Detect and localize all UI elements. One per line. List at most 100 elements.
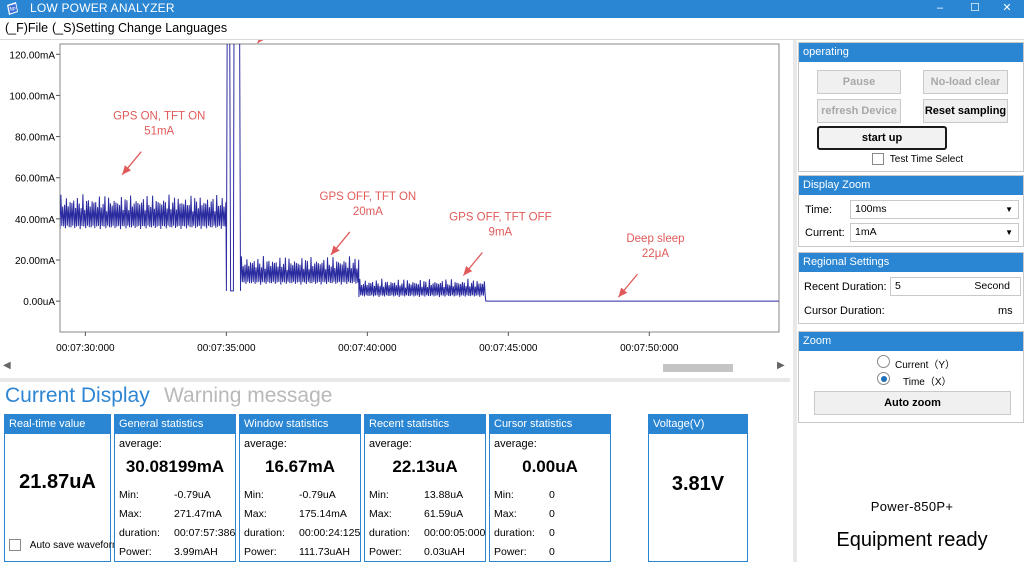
current-waveform-line <box>60 44 779 302</box>
annotation-label: GPS OFF, TFT OFF <box>449 212 551 224</box>
y-tick-label: 40.00mA <box>15 215 55 226</box>
cursor-duration-label: duration: <box>494 527 535 539</box>
cursor-min-label: Min: <box>494 489 514 501</box>
annotation-label: Deep sleep <box>626 233 684 245</box>
recent-duration-label: Recent Duration: <box>804 281 887 293</box>
general-power-value: 3.99mAH <box>174 546 218 558</box>
svg-text:NP: NP <box>10 7 16 13</box>
recent-duration-label: duration: <box>369 527 410 539</box>
voltage-panel-title: Voltage(V) <box>649 415 747 434</box>
window-power-value: 111.73uAH <box>299 546 350 558</box>
recent-max-value: 61.59uA <box>424 508 464 520</box>
window-statistics-panel: Window statistics average: 16.67mA Min: -… <box>239 414 361 562</box>
menu-setting[interactable]: (_S)Setting <box>52 21 115 35</box>
current-waveform-chart[interactable]: 0.00uA 20.00mA 40.00mA 60.00mA 80.00mA 100.00… <box>0 40 790 380</box>
realtime-value: 21.87uA <box>19 471 96 493</box>
window-title: LOW POWER ANALYZER <box>30 1 175 15</box>
zoom-time-radio[interactable] <box>877 372 890 385</box>
recent-duration-input[interactable]: 5 Second <box>890 277 1021 296</box>
cursor-duration-value: 0 <box>549 527 555 539</box>
display-zoom-title: Display Zoom <box>799 176 1023 195</box>
menu-file[interactable]: (_F)File <box>5 21 49 35</box>
cursor-max-label: Max: <box>494 508 517 520</box>
annotation-label: GPS ON, TFT ON <box>113 111 205 123</box>
recent-min-label: Min: <box>369 489 389 501</box>
recent-statistics-panel: Recent statistics average: 22.13uA Min: 1… <box>364 414 486 562</box>
y-tick-label: 60.00mA <box>15 174 55 185</box>
current-zoom-select[interactable]: 1mA ▼ <box>850 223 1019 242</box>
window-min-value: -0.79uA <box>299 489 336 501</box>
annotation-arrow-head <box>330 245 340 255</box>
pause-button[interactable]: Pause <box>817 70 901 94</box>
general-power-label: Power: <box>119 546 152 558</box>
annotation-label: 20mA <box>353 206 383 218</box>
zoom-current-label: Current（Y） <box>895 360 956 371</box>
zoom-current-radio[interactable] <box>877 355 890 368</box>
realtime-panel-title: Real-time value <box>5 415 110 434</box>
voltage-panel: Voltage(V) 3.81V <box>648 414 748 562</box>
general-panel-title: General statistics <box>115 415 235 434</box>
annotation-arrow-head <box>257 40 264 44</box>
annotation-label: 9mA <box>489 227 513 239</box>
recent-duration-value: 5 <box>895 280 901 292</box>
auto-save-label: Auto save waveform <box>29 539 121 551</box>
vertical-splitter[interactable] <box>793 40 797 562</box>
refresh-device-button[interactable]: refresh Device <box>817 99 901 123</box>
chart-horizontal-scrollbar[interactable]: ◀ ▶ <box>0 360 790 376</box>
scroll-thumb[interactable] <box>663 364 733 372</box>
window-duration-label: duration: <box>244 527 285 539</box>
window-max-value: 175.14mA <box>299 508 347 520</box>
horizontal-splitter[interactable] <box>0 378 790 382</box>
no-load-clear-button[interactable]: No-load clear <box>923 70 1008 94</box>
voltage-value: 3.81V <box>671 473 725 495</box>
tab-warning-message[interactable]: Warning message <box>164 384 333 407</box>
auto-save-waveform-option[interactable]: Auto save waveform <box>9 539 120 551</box>
window-average-value: 16.67mA <box>265 457 335 476</box>
y-tick-label: 80.00mA <box>15 133 55 144</box>
test-time-checkbox[interactable] <box>872 153 884 165</box>
test-time-select-option[interactable]: Test Time Select <box>872 153 963 165</box>
waveform-plot[interactable]: 0.00uA 20.00mA 40.00mA 60.00mA 80.00mA 100.00… <box>0 40 790 360</box>
current-zoom-label: Current: <box>805 227 845 239</box>
time-zoom-label: Time: <box>805 204 833 216</box>
test-time-label: Test Time Select <box>889 153 964 165</box>
menu-change-languages[interactable]: Change Languages <box>118 21 228 35</box>
close-button[interactable]: ✕ <box>1002 2 1012 14</box>
auto-save-checkbox[interactable] <box>9 539 21 551</box>
app-logo-icon: NP <box>7 2 18 15</box>
time-zoom-select[interactable]: 100ms ▼ <box>850 200 1019 219</box>
current-zoom-value: 1mA <box>855 226 877 238</box>
window-panel-title: Window statistics <box>240 415 360 434</box>
x-tick-label: 00:07:50:000 <box>620 343 679 354</box>
recent-power-value: 0.03uAH <box>424 546 465 558</box>
minimize-button[interactable]: – <box>936 2 944 14</box>
x-tick-label: 00:07:45:000 <box>479 343 538 354</box>
recent-duration-value: 00:00:05:000 <box>424 527 486 539</box>
menu-bar: (_F)File (_S)Setting Change Languages <box>0 18 1024 40</box>
cursor-power-label: Power: <box>494 546 527 558</box>
annotation-label: 22μA <box>642 248 669 260</box>
window-duration-value: 00:00:24:125 <box>299 527 361 539</box>
chevron-down-icon: ▼ <box>1005 205 1013 214</box>
recent-panel-title: Recent statistics <box>365 415 485 434</box>
annotation-label: 51mA <box>144 126 174 138</box>
realtime-value-panel: Real-time value 21.87uA Auto save wavefo… <box>4 414 120 562</box>
start-up-button[interactable]: start up <box>817 126 947 150</box>
recent-average-value: 22.13uA <box>392 457 458 476</box>
regional-settings-title: Regional Settings <box>799 253 1023 272</box>
reset-sampling-button[interactable]: Reset sampling <box>923 99 1008 123</box>
device-status: Equipment ready <box>836 529 988 551</box>
scroll-right-arrow-icon[interactable]: ▶ <box>777 360 785 371</box>
x-tick-label: 00:07:35:000 <box>197 343 256 354</box>
tab-current-display[interactable]: Current Display <box>5 384 150 407</box>
recent-duration-unit: Second <box>974 280 1010 292</box>
maximize-button[interactable]: ☐ <box>970 2 980 14</box>
cursor-min-value: 0 <box>549 489 555 501</box>
cursor-max-value: 0 <box>549 508 555 520</box>
general-max-label: Max: <box>119 508 142 520</box>
scroll-left-arrow-icon[interactable]: ◀ <box>3 360 11 371</box>
auto-zoom-button[interactable]: Auto zoom <box>814 391 1011 415</box>
cursor-power-value: 0 <box>549 546 555 558</box>
y-tick-label: 0.00uA <box>23 297 55 308</box>
cursor-statistics-panel: Cursor statistics average: 0.00uA Min: 0 … <box>489 414 611 562</box>
